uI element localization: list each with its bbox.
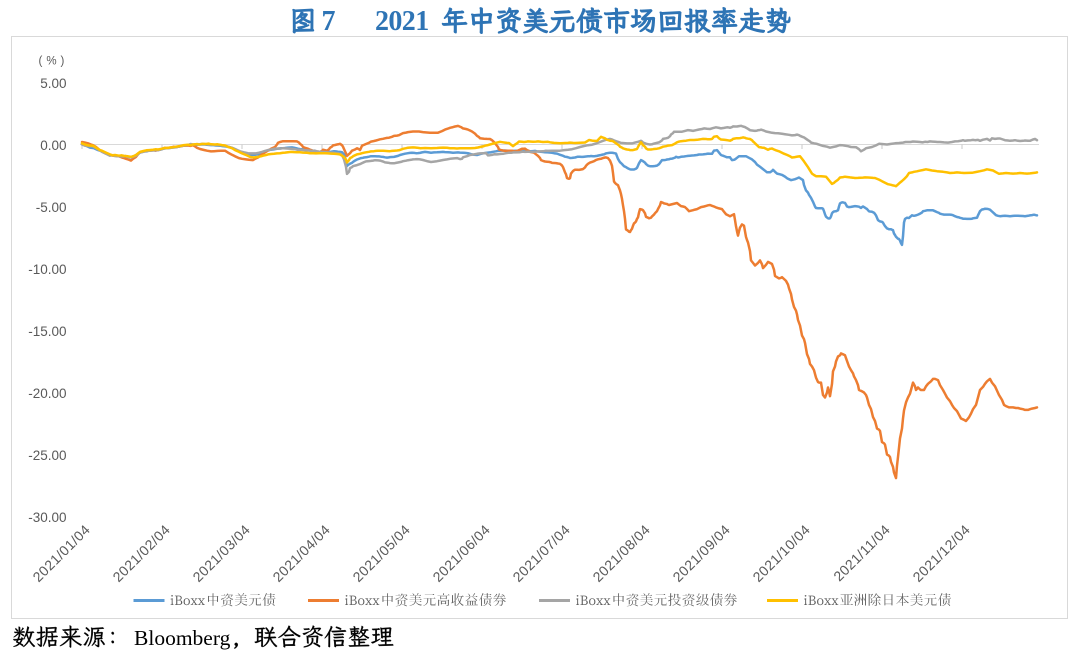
svg-text:-20.00: -20.00 [28, 386, 66, 401]
svg-text:(%): (%) [39, 56, 69, 68]
svg-text:-15.00: -15.00 [28, 324, 66, 339]
svg-text:-5.00: -5.00 [36, 200, 67, 215]
svg-text:5.00: 5.00 [40, 76, 66, 91]
svg-text:-25.00: -25.00 [28, 448, 66, 463]
svg-text:0.00: 0.00 [40, 138, 66, 153]
svg-text:-30.00: -30.00 [28, 510, 66, 525]
svg-text:Bloomberg: Bloomberg [134, 626, 231, 650]
svg-text:7: 7 [322, 6, 336, 37]
svg-text:-10.00: -10.00 [28, 262, 66, 277]
svg-text:2021: 2021 [375, 6, 429, 37]
